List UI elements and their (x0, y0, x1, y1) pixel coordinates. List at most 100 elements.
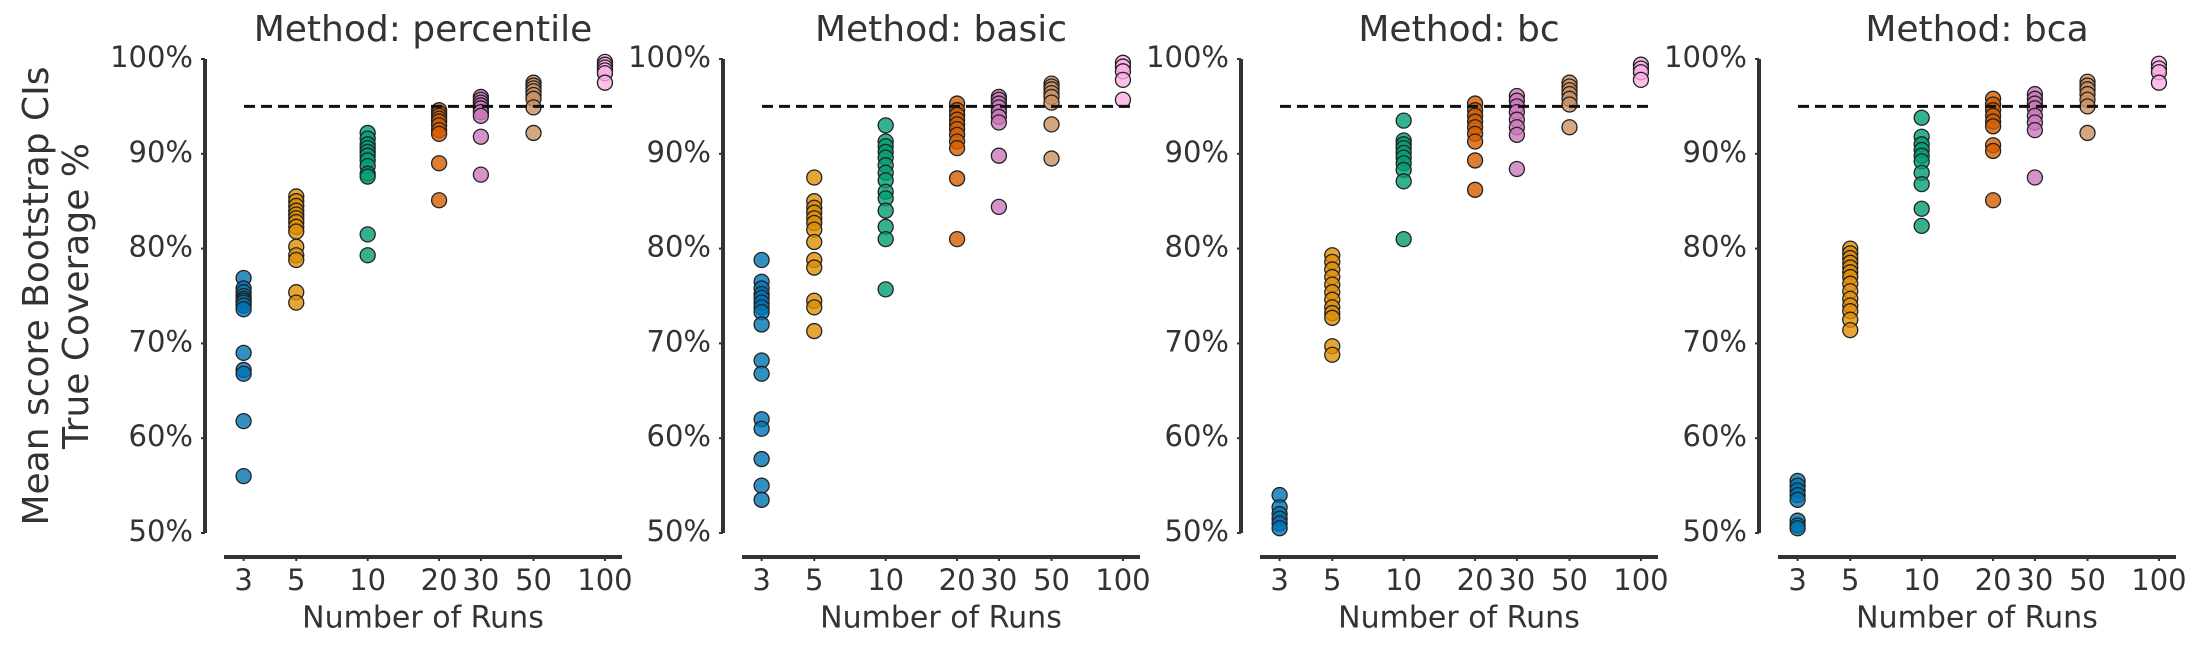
subplot-title: Method: bca (1865, 9, 2088, 50)
data-point (359, 168, 376, 185)
data-point (359, 226, 376, 243)
x-axis-label: Number of Runs (820, 601, 1062, 636)
y-axis-label: Mean score Bootstrap CIs (16, 66, 57, 525)
data-point (430, 155, 448, 172)
subplot-title: Method: bc (1358, 9, 1559, 50)
data-point (430, 125, 448, 143)
x-tick-label: 50 (1551, 563, 1588, 597)
y-tick-label: 100% (628, 40, 711, 74)
y-tick-label: 90% (129, 135, 193, 169)
x-tick-label: 10 (1903, 563, 1940, 597)
data-point (948, 170, 966, 187)
y-tick-label: 80% (1683, 230, 1747, 264)
y-tick-label: 60% (1683, 419, 1747, 453)
data-point (877, 230, 894, 248)
data-point (1466, 181, 1484, 198)
y-tick-label: 70% (1683, 324, 1747, 358)
x-tick-label: 20 (421, 563, 458, 597)
data-point (472, 107, 490, 125)
data-point (1466, 152, 1484, 169)
x-tick-label: 30 (462, 563, 499, 597)
data-point (1395, 230, 1412, 248)
data-point (288, 223, 305, 240)
data-point (877, 281, 894, 298)
subplot-title: Method: basic (815, 9, 1067, 50)
y-tick-label: 80% (129, 230, 193, 264)
x-tick-label: 3 (1270, 563, 1288, 597)
data-point (948, 139, 966, 157)
data-point (1561, 96, 1578, 113)
data-point (1984, 142, 2002, 160)
x-tick-label: 5 (1841, 563, 1859, 597)
data-point (430, 192, 448, 209)
data-point (948, 230, 966, 248)
data-point (472, 128, 490, 145)
data-point (753, 450, 770, 468)
y-tick-label: 70% (647, 324, 711, 358)
y-tick-label: 100% (1146, 40, 1229, 74)
subplot: Method: bca 50% 60% 70% 80% 90% 100% 3 5 10 20 30 50… (1664, 9, 2187, 636)
y-tick-label: 100% (1664, 40, 1747, 74)
x-tick-label: 100 (1613, 563, 1668, 597)
data-point (1043, 150, 1060, 167)
y-tick-label: 90% (1165, 135, 1229, 169)
y-tick-label: 50% (1165, 514, 1229, 548)
x-tick-label: 3 (1788, 563, 1806, 597)
data-point (806, 259, 823, 276)
data-point (288, 251, 305, 269)
data-point (806, 233, 823, 251)
data-point (1913, 175, 1930, 193)
x-tick-label: 100 (577, 563, 632, 597)
data-point (806, 169, 823, 186)
x-tick-label: 50 (1033, 563, 1070, 597)
x-tick-label: 30 (1498, 563, 1535, 597)
data-point (235, 412, 252, 430)
data-point (1466, 133, 1484, 150)
data-point (2150, 74, 2168, 91)
data-point (753, 316, 770, 333)
x-tick-label: 10 (1385, 563, 1422, 597)
x-tick-label: 10 (867, 563, 904, 597)
data-point (1789, 491, 1806, 508)
data-point (753, 491, 770, 508)
y-tick-label: 90% (647, 135, 711, 169)
subplot: Method: basic 50% 60% 70% 80% 90% 100% 3 5 10 20 30… (628, 9, 1151, 636)
data-point (1508, 160, 1526, 178)
y-tick-label: 100% (110, 40, 193, 74)
data-point (990, 147, 1008, 164)
y-tick-label: 60% (1165, 419, 1229, 453)
y-tick-label: 60% (129, 419, 193, 453)
data-point (990, 198, 1008, 216)
data-point (596, 74, 614, 91)
data-point (753, 251, 770, 269)
x-tick-label: 3 (234, 563, 252, 597)
x-tick-label: 50 (2069, 563, 2106, 597)
x-tick-label: 10 (349, 563, 386, 597)
x-axis-label: Number of Runs (1338, 601, 1580, 636)
data-point (1043, 116, 1060, 133)
y-tick-label: 70% (1165, 324, 1229, 358)
x-tick-label: 30 (980, 563, 1017, 597)
data-point (2026, 169, 2044, 186)
x-tick-label: 20 (939, 563, 976, 597)
x-tick-label: 30 (2016, 563, 2053, 597)
data-point (806, 322, 823, 340)
data-point (806, 299, 823, 316)
data-point (1508, 126, 1526, 143)
data-point (1395, 112, 1412, 129)
x-tick-label: 5 (1323, 563, 1341, 597)
subplot: Method: bc 50% 60% 70% 80% 90% 100% 3 5 10 20 30 50 1… (1146, 9, 1669, 636)
data-point (1632, 71, 1650, 89)
data-point (235, 344, 252, 362)
x-tick-label: 5 (805, 563, 823, 597)
y-tick-label: 50% (647, 514, 711, 548)
data-point (1271, 520, 1288, 537)
y-tick-label: 80% (1165, 230, 1229, 264)
y-axis-label: True Coverage % (56, 143, 97, 450)
data-point (753, 477, 770, 494)
x-tick-label: 20 (1457, 563, 1494, 597)
data-point (877, 117, 894, 134)
data-point (1789, 520, 1806, 537)
data-point (877, 202, 894, 219)
